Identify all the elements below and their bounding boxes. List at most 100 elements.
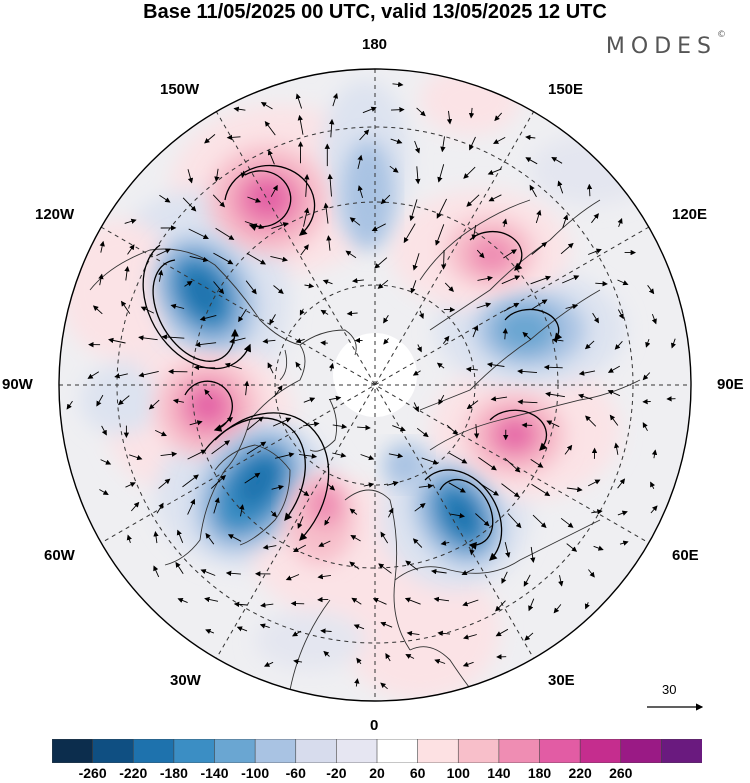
lon-label-30w: 30W [170,672,201,689]
wind-vector [412,538,423,548]
wind-vector [182,197,197,212]
wind-vector [244,472,261,484]
wind-vector [463,166,476,179]
wind-vector [546,420,560,428]
wind-vector [292,630,302,637]
wind-vector [642,422,648,432]
wind-vector [320,309,329,315]
wind-vector [412,370,421,376]
wind-vector [463,634,477,640]
wind-vector [412,253,420,271]
wind-vector [353,624,365,630]
wind-vector [517,368,538,375]
wind-vector [488,194,502,202]
wind-vector [349,217,361,226]
wind-vector [204,596,219,603]
wind-vector [187,169,194,184]
wind-vector [239,504,245,517]
wind-vector [413,402,419,413]
wind-vector [531,483,551,497]
wind-vector [405,560,419,571]
wind-vector [101,425,107,436]
colorbar-swatch [132,739,175,763]
wind-vector [525,157,538,165]
wind-vector [502,328,508,340]
wind-vector [584,602,590,610]
wind-vector [87,371,100,379]
wind-vector [213,497,220,514]
colorbar-swatch [173,739,216,763]
wind-vector [438,394,445,405]
wind-vector [466,194,480,207]
lon-label-0: 0 [370,717,379,734]
lon-label-60w: 60W [44,547,75,564]
wind-vector [446,110,453,125]
wind-vector [177,597,188,604]
wind-vector [607,389,621,397]
colorbar-swatch [579,739,622,763]
wind-vector [388,452,404,459]
anomaly-atlantic-high [285,475,355,565]
brand-name: MODES [605,34,717,59]
wind-vector [240,170,246,179]
lon-label-90e: 90E [717,376,744,393]
wind-vector [298,488,310,497]
wind-vector [471,225,477,240]
wind-vector [386,480,399,487]
wind-vector [246,441,267,455]
wind-vector [227,534,242,542]
wind-vector [501,571,508,584]
wind-vector [96,394,104,407]
wind-vector [322,279,333,285]
wind-vector [566,486,583,493]
wind-vector [328,362,335,372]
anomaly-north-pacific-high [208,145,328,255]
wind-vector [433,596,450,603]
wind-vector [371,223,386,232]
wind-vector [383,338,389,345]
wind-vector [357,424,371,431]
wind-vector [403,223,416,244]
wind-vector [188,228,209,239]
wind-vector [226,134,241,141]
wind-vector [214,168,220,182]
wind-vector [120,300,131,314]
colorbar-swatch [539,739,581,763]
wind-vector [175,561,184,575]
wind-vector [642,372,651,381]
wind-vector [215,227,235,240]
wind-vector [390,107,405,113]
wind-vector [176,529,184,543]
wind-vector [323,202,329,224]
wind-vector [327,173,333,197]
wind-vector [440,250,447,270]
wind-vector [607,365,621,373]
wind-vector [479,482,499,496]
lon-label-150w: 150W [160,81,200,98]
wind-vector [127,244,135,255]
wind-vector [332,92,339,107]
wind-vector [273,385,283,397]
wind-vector [543,364,563,370]
wind-vector [651,449,658,459]
wind-vector [377,279,389,289]
wind-vector [130,501,140,512]
anomaly-scandinavia-low [383,443,427,487]
wind-vector [350,535,361,542]
wind-vector [504,541,511,558]
wind-vector [525,134,536,141]
lon-label-180: 180 [362,36,388,53]
wind-vector [299,453,318,459]
wind-vector [651,313,657,325]
wind-vector [531,241,548,255]
wind-vector [380,621,393,628]
wind-vectors [66,81,677,690]
wind-vector [469,136,476,151]
colorbar-swatch [661,739,702,763]
wind-vector [473,424,480,439]
wind-vector [560,517,574,528]
wind-vector [551,337,564,343]
wind-vector [416,107,426,117]
colorbar-swatch [498,739,541,763]
wind-vector [670,338,677,349]
